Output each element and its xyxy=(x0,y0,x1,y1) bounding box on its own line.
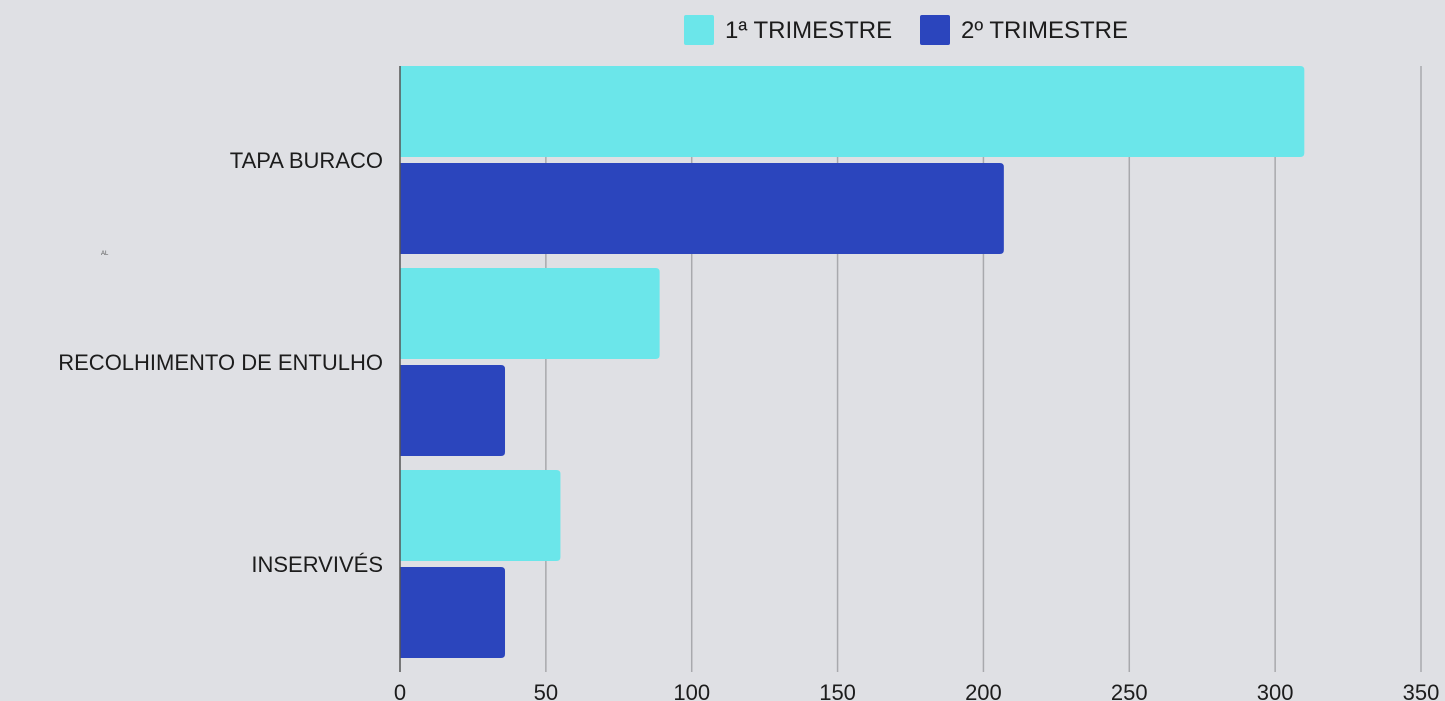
category-label-tapa-buraco: TAPA BURACO xyxy=(230,148,383,173)
category-label-inservives: INSERVIVÉS xyxy=(251,552,383,577)
legend-swatch-2 xyxy=(920,15,950,45)
bar-tapa-buraco-series-2 xyxy=(400,163,1004,254)
x-tick-label-50: 50 xyxy=(534,680,558,701)
bars xyxy=(400,66,1305,658)
legend-label-2: 2º TRIMESTRE xyxy=(961,17,1128,44)
x-tick-label-300: 300 xyxy=(1257,680,1294,701)
bar-recolhimento-de-entulho-series-1 xyxy=(400,268,660,359)
category-label-recolhimento-de-entulho: RECOLHIMENTO DE ENTULHO xyxy=(58,350,383,375)
bar-inservives-series-1 xyxy=(400,470,561,561)
x-tick-label-350: 350 xyxy=(1403,680,1440,701)
legend: 1ª TRIMESTRE 2º TRIMESTRE xyxy=(684,15,1128,45)
legend-swatch-1 xyxy=(684,15,714,45)
axis: 0 50 100 150 200 250 300 350 TAPA BURACO RECOLHIM… xyxy=(58,66,1439,701)
bar-tapa-buraco-series-1 xyxy=(400,66,1305,157)
x-tick-label-150: 150 xyxy=(819,680,856,701)
tiny-watermark-mark: AL xyxy=(101,251,109,257)
x-tick-label-200: 200 xyxy=(965,680,1002,701)
x-tick-label-100: 100 xyxy=(673,680,710,701)
x-tick-label-0: 0 xyxy=(394,680,406,701)
x-tick-label-250: 250 xyxy=(1111,680,1148,701)
bar-inservives-series-2 xyxy=(400,567,506,658)
legend-label-1: 1ª TRIMESTRE xyxy=(725,17,892,44)
bar-recolhimento-de-entulho-series-2 xyxy=(400,365,506,456)
